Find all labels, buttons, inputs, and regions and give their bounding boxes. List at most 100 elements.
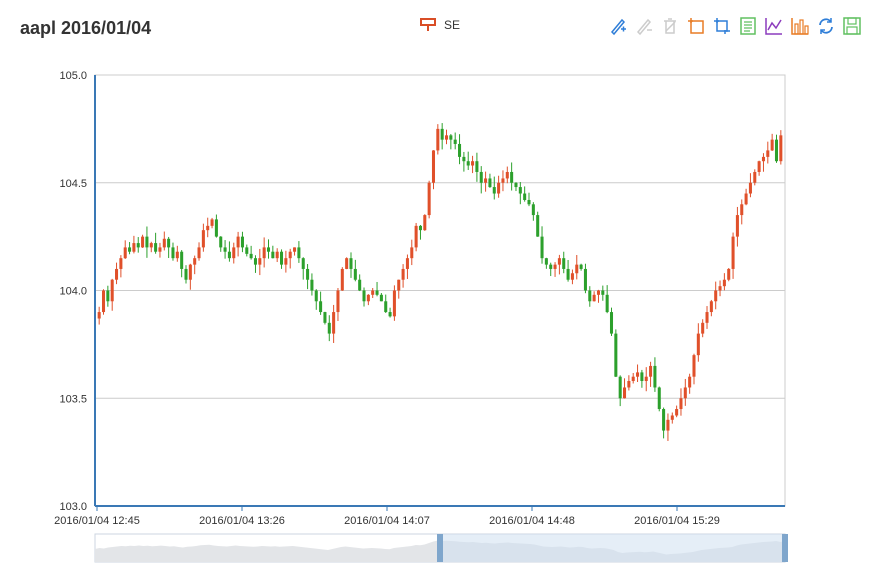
candles [97,123,783,441]
candle-body [705,312,709,323]
candle-body [184,268,188,280]
candle-body [210,219,214,226]
candle-body [566,268,570,280]
candle-body [101,290,106,313]
candle-body [583,268,587,291]
candle-body [128,247,132,252]
data-zoom-slider[interactable] [94,533,788,563]
candle-body [575,264,579,274]
candle-body [262,247,266,259]
candle-body [609,312,614,334]
candle-body [379,294,383,302]
chart-title: aapl 2016/01/04 [20,18,152,38]
grid-lines [94,74,786,507]
candle-body [384,301,388,313]
candle-body [644,376,648,382]
candle-body [249,253,253,259]
candle-body [714,290,718,302]
candle-body [757,161,761,172]
mark-undo-icon[interactable] [634,16,654,36]
data-view-icon[interactable] [738,16,758,36]
candle-body [271,251,275,259]
candle-body [753,171,757,183]
candle-body [544,258,548,265]
x-tick-label: 2016/01/04 14:48 [489,515,575,527]
candle-body [180,251,184,269]
candle-body [770,139,774,151]
mark-icon[interactable] [608,16,628,36]
candle-body [314,290,318,302]
candle-body [709,301,713,313]
candle-body [167,238,171,248]
candle-body [110,279,114,302]
axes: 103.0 103.5 104.0 104.5 105.0 2016/01/04 12:4… [54,70,785,527]
candle-body [297,247,301,259]
candle-body [596,290,600,295]
candle-body [119,258,123,269]
candle-body [488,178,492,188]
candle-body [618,376,622,399]
candle-body [175,251,179,259]
candle-body [683,387,687,399]
candle-body [744,193,748,205]
candle-body [675,409,679,416]
candle-body [562,258,566,269]
candle-body [310,279,314,291]
candle-body [423,215,427,231]
candle-body [288,251,292,259]
candle-body [223,247,227,252]
candle-body [471,161,475,166]
legend-item-se[interactable]: SE [420,18,460,32]
candle-body [523,193,527,200]
candle-body [718,286,722,291]
candle-body [453,139,457,144]
candle-body [158,247,162,252]
candle-body [327,322,331,334]
candle-body [479,171,483,183]
candle-body [410,247,414,259]
legend-label: SE [444,18,461,32]
data-zoom-icon[interactable] [686,16,706,36]
candle-body [123,247,127,259]
line-chart-icon[interactable] [764,16,784,36]
candle-body [154,243,158,252]
candle-body [284,258,288,265]
toolbox [608,16,862,36]
candle-body [214,219,218,237]
bar-chart-icon[interactable] [790,16,810,36]
candle-body [653,365,657,388]
y-tick-label: 103.0 [59,501,87,513]
candle-body [358,279,362,291]
candle-body [371,290,375,295]
data-zoom-reset-icon[interactable] [712,16,732,36]
candle-body [627,381,631,388]
candle-body [692,355,696,377]
candle-body [397,279,401,291]
candle-body [418,225,422,231]
zoom-selected-range [440,534,785,562]
candle-body [679,398,683,410]
candle-body [240,236,244,248]
candle-body [162,238,166,248]
candle-body [392,290,396,317]
candle-body [206,225,210,231]
restore-icon[interactable] [816,16,836,36]
candle-body [605,294,609,313]
candle-body [536,215,540,237]
candle-body [401,268,405,280]
candle-body [366,294,370,302]
candle-body [666,419,670,431]
candle-body [761,156,765,162]
candle-body [518,187,522,194]
mark-clear-icon[interactable] [660,16,680,36]
x-tick-label: 2016/01/04 13:26 [199,515,285,527]
candle-body [531,204,535,216]
candle-body [280,251,284,265]
y-tick-label: 104.0 [59,286,87,298]
candle-body [332,312,336,334]
candle-body [219,236,223,248]
candle-body [440,128,444,140]
candle-body [427,182,431,216]
save-image-icon[interactable] [842,16,862,36]
